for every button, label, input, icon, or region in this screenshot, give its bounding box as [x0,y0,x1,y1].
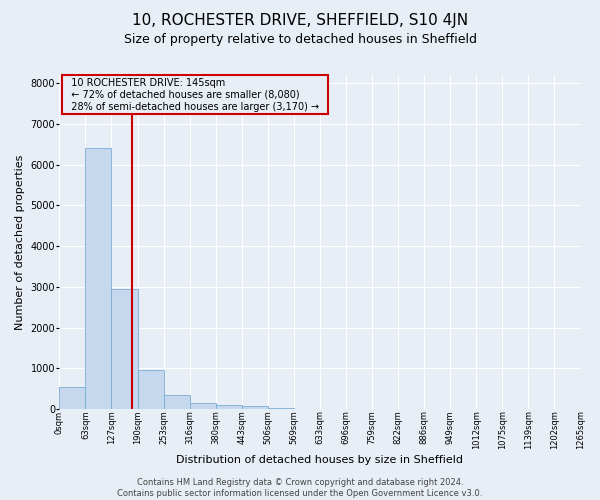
Bar [190,402,215,409]
Text: Contains HM Land Registry data © Crown copyright and database right 2024.
Contai: Contains HM Land Registry data © Crown c… [118,478,482,498]
Text: 10 ROCHESTER DRIVE: 145sqm  
  ← 72% of detached houses are smaller (8,080)  
  : 10 ROCHESTER DRIVE: 145sqm ← 72% of deta… [65,78,325,112]
Bar [164,395,190,409]
Bar [59,386,85,409]
Bar [215,405,242,409]
Bar [112,289,137,409]
Bar [137,370,164,409]
X-axis label: Distribution of detached houses by size in Sheffield: Distribution of detached houses by size … [176,455,463,465]
Bar [268,408,294,409]
Text: Size of property relative to detached houses in Sheffield: Size of property relative to detached ho… [124,32,476,46]
Bar [85,148,112,409]
Text: 10, ROCHESTER DRIVE, SHEFFIELD, S10 4JN: 10, ROCHESTER DRIVE, SHEFFIELD, S10 4JN [132,12,468,28]
Bar [242,406,268,409]
Y-axis label: Number of detached properties: Number of detached properties [15,154,25,330]
